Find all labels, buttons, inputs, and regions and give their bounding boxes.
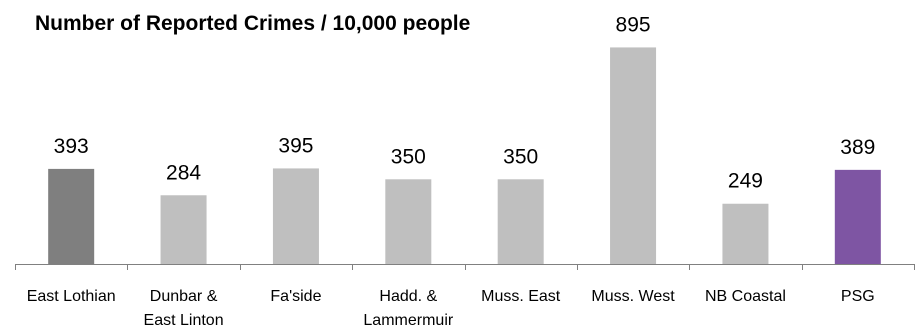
bar-muss-west — [610, 47, 657, 264]
value-label-fa-side: 395 — [278, 134, 313, 157]
value-label-nb-coastal: 249 — [728, 170, 763, 193]
value-label-muss-west: 895 — [616, 13, 651, 36]
value-label-east-lothian: 393 — [54, 135, 89, 158]
bar-nb-coastal — [722, 203, 769, 264]
bar-muss-east — [497, 179, 544, 264]
category-label-dunbar-east-linton-line-2: East Linton — [144, 312, 224, 327]
category-label-muss-east: Muss. East — [481, 288, 561, 305]
category-label-east-lothian: East Lothian — [27, 288, 116, 305]
bar-east-lothian — [48, 168, 95, 264]
category-label-hadd-lammermuir-line-2: Lammermuir — [363, 312, 453, 327]
labels-layer: 393 East Lothian 284 Dunbar & East Linton 395… — [27, 13, 876, 327]
value-label-hadd-lammermuir: 350 — [391, 145, 426, 168]
category-label-hadd-lammermuir-line-1: Hadd. & — [379, 288, 437, 305]
chart-title: Number of Reported Crimes / 10,000 peopl… — [35, 12, 471, 35]
x-axis — [15, 264, 915, 270]
bar-hadd-lammermuir — [385, 179, 432, 264]
bar-fa-side — [272, 168, 319, 264]
category-label-nb-coastal: NB Coastal — [705, 288, 786, 305]
bar-psg — [834, 169, 881, 264]
value-label-muss-east: 350 — [503, 145, 538, 168]
bars-layer — [48, 47, 881, 264]
category-label-muss-west: Muss. West — [591, 288, 675, 305]
category-label-psg: PSG — [841, 288, 875, 305]
category-label-fa-side: Fa'side — [270, 288, 321, 305]
value-label-dunbar-east-linton: 284 — [166, 161, 201, 184]
category-label-dunbar-east-linton-line-1: Dunbar & — [150, 288, 218, 305]
bar-dunbar-east-linton — [160, 195, 207, 264]
value-label-psg: 389 — [840, 136, 875, 159]
